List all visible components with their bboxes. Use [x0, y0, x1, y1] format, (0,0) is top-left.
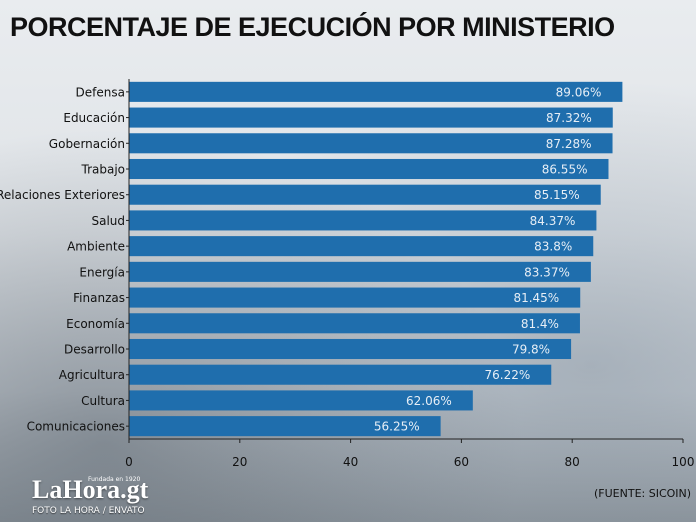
bar-6 [129, 236, 594, 257]
bar-value-label-4: 85.15% [534, 188, 580, 202]
bar-value-label-10: 79.8% [512, 343, 550, 357]
category-label-1: Educación [63, 111, 125, 125]
photo-credit: FOTO LA HORA / ENVATO [32, 506, 145, 516]
category-label-6: Ambiente [67, 240, 125, 254]
bar-2 [129, 133, 613, 154]
x-tick-label-2: 40 [343, 455, 358, 469]
x-tick-label-0: 0 [125, 455, 133, 469]
category-label-10: Desarrollo [64, 343, 125, 357]
bar-value-label-5: 84.37% [530, 214, 576, 228]
x-tick-label-3: 60 [454, 455, 469, 469]
bar-value-label-1: 87.32% [546, 111, 592, 125]
category-label-3: Trabajo [81, 163, 126, 177]
x-tick-label-5: 100 [672, 455, 695, 469]
x-tick-label-1: 20 [232, 455, 247, 469]
bar-4 [129, 184, 601, 205]
bar-3 [129, 158, 609, 180]
logo-tagline: Fundada en 1920 [88, 476, 141, 483]
category-label-13: Comunicaciones [27, 420, 125, 434]
category-label-0: Defensa [76, 85, 125, 99]
bar-value-label-9: 81.4% [521, 317, 559, 331]
bar-1 [129, 107, 613, 128]
bar-value-label-13: 56.25% [374, 420, 420, 434]
bar-value-label-7: 83.37% [524, 265, 570, 279]
category-label-4: Relaciones Exteriores [0, 188, 125, 202]
category-label-5: Salud [91, 214, 125, 228]
bar-value-label-0: 89.06% [556, 85, 602, 99]
bar-7 [129, 261, 591, 282]
bar-0 [129, 81, 623, 102]
category-label-12: Cultura [81, 394, 125, 408]
category-label-2: Gobernación [49, 137, 125, 151]
bar-value-label-2: 87.28% [546, 137, 592, 151]
source-note: (FUENTE: SICOIN) [594, 487, 692, 500]
bar-11 [129, 364, 552, 385]
bar-value-label-6: 83.8% [534, 240, 572, 254]
bar-9 [129, 313, 580, 334]
bars-group: 89.06% Defensa 87.32% Educación 87.28% Gobern… [0, 81, 623, 437]
category-label-8: Finanzas [73, 291, 125, 305]
x-ticks-group: 0 20 40 60 80 100 [125, 439, 694, 469]
bar-5 [129, 210, 597, 231]
bar-value-label-8: 81.45% [513, 291, 559, 305]
bar-8 [129, 287, 581, 308]
bar-12 [129, 390, 473, 411]
x-tick-label-4: 80 [565, 455, 580, 469]
bar-13 [129, 416, 441, 437]
bar-10 [129, 338, 572, 360]
category-label-7: Energía [79, 265, 125, 279]
bar-value-label-3: 86.55% [542, 163, 588, 177]
bar-value-label-11: 76.22% [484, 368, 530, 382]
bar-value-label-12: 62.06% [406, 394, 452, 408]
category-label-11: Agricultura [59, 368, 125, 382]
lahora-logo: LaHora.gt [32, 475, 149, 504]
chart-title: PORCENTAJE DE EJECUCIÓN POR MINISTERIO [10, 12, 615, 42]
category-label-9: Economía [66, 317, 125, 331]
